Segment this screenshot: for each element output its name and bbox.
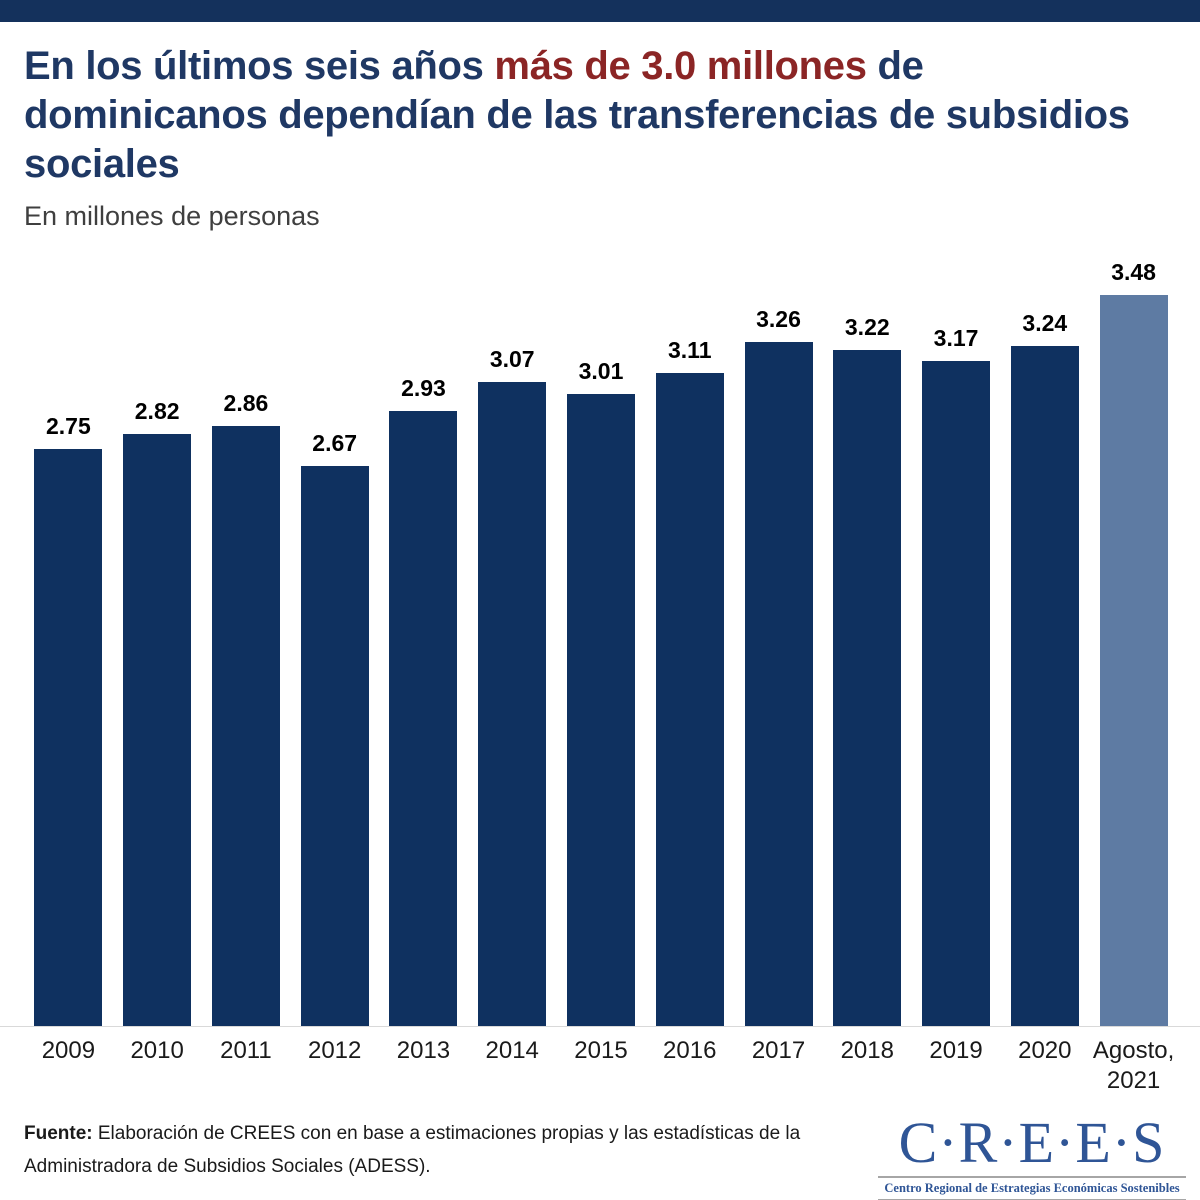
bar-value-label: 2.93 [401, 374, 446, 401]
bar-column: 3.01 [557, 358, 646, 1027]
x-axis-tick-label: 2015 [574, 1037, 628, 1065]
bar [478, 381, 547, 1027]
bar-column: 3.07 [468, 346, 557, 1027]
bar-column: 3.11 [645, 337, 734, 1027]
bar-value-label: 2.86 [223, 389, 269, 416]
header: En los últimos seis años más de 3.0 mill… [0, 22, 1200, 232]
x-axis-tick-label: 2019 [929, 1037, 983, 1065]
bar [211, 425, 280, 1027]
x-axis-tick-label: 2012 [307, 1037, 362, 1065]
logo-divider-top [878, 1176, 1186, 1179]
source-note: Fuente: Elaboración de CREES con en base… [24, 1118, 824, 1183]
x-axis-tick-label: 2016 [663, 1037, 717, 1065]
bar-column: 2.86 [202, 390, 291, 1027]
bar-value-label: 3.07 [489, 345, 535, 372]
logo-tagline: Centro Regional de Estrategias Económica… [884, 1181, 1180, 1196]
bar [389, 410, 458, 1027]
bar [1010, 345, 1079, 1027]
bar-column: 3.48 [1089, 259, 1178, 1027]
x-axis-tick-label: 2014 [485, 1037, 539, 1065]
crees-logo: C·R·E·E·S Centro Regional de Estrategias… [878, 1114, 1188, 1200]
bar [655, 373, 724, 1027]
x-axis-tick-label: 2010 [130, 1037, 184, 1065]
top-accent-band [0, 0, 1200, 22]
bar [566, 394, 635, 1027]
bar [300, 465, 369, 1027]
x-axis-labels: 2009 2010 2011 2012 2013 2014 2015 2016 2017 2018… [0, 1036, 1200, 1096]
bar-value-label: 2.82 [134, 398, 180, 424]
x-axis-tick-label: 2009 [41, 1037, 96, 1065]
bar-value-label: 2.67 [312, 429, 358, 456]
x-axis-tick-label: 2018 [840, 1037, 894, 1065]
bar-column: 3.24 [1000, 310, 1089, 1027]
bar-value-label: 3.17 [933, 324, 979, 351]
bar-value-label: 3.22 [844, 314, 890, 340]
page-title: En los últimos seis años más de 3.0 mill… [24, 42, 1134, 188]
title-part2: de dominicanos dependían de las transfer… [24, 44, 1130, 186]
source-label: Fuente: [24, 1123, 93, 1145]
x-axis-tick-label: 2020 [1018, 1037, 1072, 1065]
x-axis-tick-label: Agosto, 2021 [1092, 1037, 1175, 1095]
bar-value-label: 3.01 [578, 358, 624, 385]
bar-value-label: 3.48 [1111, 259, 1156, 286]
bar-value-label: 3.24 [1022, 309, 1068, 336]
footer: Fuente: Elaboración de CREES con en base… [0, 1096, 1200, 1200]
bar-column: 2.93 [379, 375, 468, 1027]
x-axis-tick-label: 2011 [220, 1037, 272, 1065]
bar-value-label: 2.75 [46, 412, 91, 439]
bar-column: 2.82 [113, 398, 202, 1027]
bar-value-label: 3.26 [756, 305, 801, 332]
bar-chart: 2.75 2.82 2.86 2.67 2.93 3.07 3.01 3.11 3.26 3.22… [0, 258, 1200, 1096]
bar-column: 3.17 [912, 325, 1001, 1027]
title-part1: En los últimos seis años [24, 44, 495, 88]
bar-column: 2.67 [290, 430, 379, 1027]
bar [1099, 295, 1168, 1027]
x-axis-tick-label: 2013 [396, 1037, 451, 1065]
bar-column: 3.22 [823, 314, 912, 1027]
source-text: Elaboración de CREES con en base a estim… [24, 1123, 801, 1178]
logo-wordmark: C·R·E·E·S [898, 1110, 1166, 1176]
bar-column: 3.26 [734, 306, 823, 1027]
bar [922, 360, 991, 1027]
bar-value-label: 3.11 [667, 337, 712, 364]
x-axis-tick-label: 2017 [751, 1037, 806, 1065]
bar [34, 448, 103, 1027]
bar [744, 341, 813, 1027]
bar [833, 350, 902, 1027]
chart-subtitle: En millones de personas [24, 201, 320, 232]
bar-column: 2.75 [24, 413, 113, 1027]
plot-area: 2.75 2.82 2.86 2.67 2.93 3.07 3.01 3.11 3.26 3.22… [0, 258, 1200, 1028]
bar [123, 434, 192, 1027]
title-highlight: más de 3.0 millones [494, 44, 867, 88]
